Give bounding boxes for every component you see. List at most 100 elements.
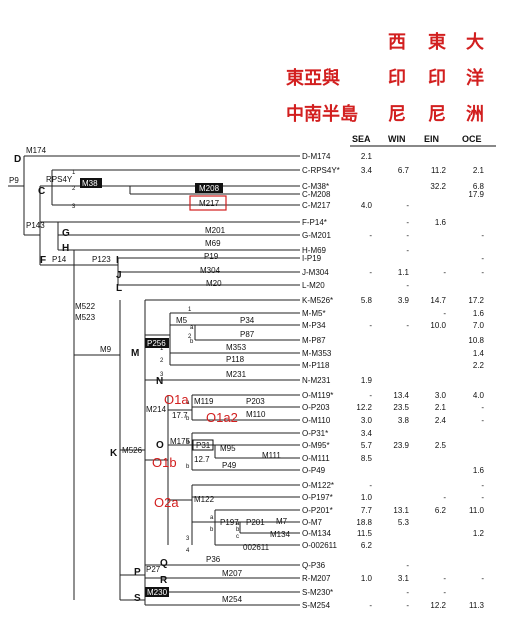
marker-label: 17.7 (172, 411, 188, 420)
sub-letter: 1 (188, 307, 192, 313)
frequency-ein: 6.2 (435, 506, 447, 515)
column-header-sea: SEA (352, 134, 371, 144)
marker-label: P34 (240, 316, 255, 325)
node-letter: M (131, 348, 139, 359)
frequency-ein: - (443, 309, 446, 318)
node-letter: L (116, 283, 122, 294)
haplogroup-row-name: H-M69 (302, 246, 327, 255)
marker-label: M353 (226, 343, 247, 352)
frequency-ein: - (443, 588, 446, 597)
frequency-oce: - (481, 481, 484, 490)
frequency-win: 3.1 (398, 574, 410, 583)
haplogroup-row-name: Q-P36 (302, 561, 326, 570)
column-headers: SEA WIN EIN OCE (352, 134, 482, 144)
frequency-oce: 17.2 (468, 296, 484, 305)
frequency-oce: 4.0 (473, 391, 485, 400)
marker-label: P203 (246, 397, 265, 406)
haplogroup-row-name: O-M111 (302, 454, 330, 463)
frequency-ein: - (443, 268, 446, 277)
frequency-sea: 3.0 (361, 416, 373, 425)
frequency-oce: 2.2 (473, 361, 485, 370)
frequency-oce: 11.3 (469, 601, 485, 610)
annotation-o1a2: O1a2 (206, 410, 238, 425)
haplogroup-row-name: O-P49 (302, 466, 326, 475)
sub-letter: c (236, 534, 239, 540)
red-annotations: O1a O1a2 O1b O2a (152, 392, 238, 510)
marker-label: M69 (205, 239, 221, 248)
frequency-oce: 2.1 (473, 166, 485, 175)
frequency-win: - (406, 201, 409, 210)
haplogroup-row-name: L-M20 (302, 281, 325, 290)
haplogroup-row-name: M-M5* (302, 309, 326, 318)
node-letter: H (62, 243, 69, 254)
frequency-win: - (406, 231, 409, 240)
frequency-sea: - (369, 321, 372, 330)
marker-box-m230 (145, 587, 169, 597)
frequency-win: - (406, 246, 409, 255)
frequency-oce: - (481, 493, 484, 502)
marker-label: P14 (52, 255, 67, 264)
haplogroup-row-name: K-M526* (302, 296, 333, 305)
frequency-oce: 17.9 (468, 190, 484, 199)
haplogroup-row-name: M-P87 (302, 336, 326, 345)
haplogroup-row-name: O-M7 (302, 518, 323, 527)
sub-letter: b (210, 527, 214, 533)
haplogroup-row-name: R-M207 (302, 574, 331, 583)
frequency-sea: - (369, 391, 372, 400)
haplogroup-row-name: C-M38* (302, 182, 329, 191)
frequency-win: - (406, 321, 409, 330)
frequency-win: 6.7 (398, 166, 410, 175)
frequency-ein: 11.2 (431, 166, 447, 175)
east-indonesia-char-1: 東 (428, 31, 446, 53)
marker-label: P256 (147, 339, 166, 348)
frequency-sea: 4.0 (361, 201, 373, 210)
frequency-ein: 2.5 (435, 441, 447, 450)
frequency-win: 1.1 (398, 268, 410, 277)
frequency-win: - (406, 561, 409, 570)
indochina-label: 中南半島 (286, 103, 358, 125)
haplogroup-row-name: O-M119* (302, 391, 333, 400)
frequency-ein: 32.2 (430, 182, 446, 191)
sub-letter: 2 (160, 358, 164, 364)
sub-letter: a (236, 521, 240, 527)
marker-label: M304 (200, 266, 221, 275)
frequency-win: 5.3 (398, 518, 410, 527)
marker-labels: M174 P9 RPS4Y M38 M208 M217 P143 M201 M6… (9, 146, 291, 604)
marker-label: P197 (220, 518, 239, 527)
node-letter: D (14, 154, 21, 165)
frequency-oce: 1.4 (473, 349, 485, 358)
haplogroup-row-name: F-P14* (302, 218, 327, 227)
tree-branches (8, 155, 300, 606)
marker-label: M111 (262, 451, 281, 460)
marker-box-m208 (195, 183, 223, 193)
frequency-sea: 1.0 (361, 574, 373, 583)
frequency-oce: 7.0 (473, 321, 485, 330)
marker-label: M9 (100, 345, 112, 354)
frequency-sea: 11.5 (357, 529, 373, 538)
sub-letter: b (236, 527, 240, 533)
frequency-sea: 1.0 (361, 493, 373, 502)
frequency-oce: 10.8 (468, 336, 484, 345)
sub-letter: 2 (72, 186, 76, 192)
haplogroup-row-name: M-M353 (302, 349, 332, 358)
sub-letter: 2 (188, 334, 192, 340)
sub-letter: b (186, 464, 190, 470)
frequency-win: 13.1 (393, 506, 409, 515)
sub-branch-letters: 1 2 3 1 2 1 2 3 a b a b a b a b a b c 3 … (72, 170, 240, 554)
sub-letter: b (186, 416, 190, 422)
node-letter: P (134, 567, 141, 578)
column-header-oce: OCE (462, 134, 482, 144)
sub-letter: a (190, 325, 194, 331)
node-letters: D C F G H I J L M N K O P Q R S (14, 154, 168, 604)
oceania-char-2: 洋 (466, 67, 484, 89)
marker-label: P87 (240, 330, 255, 339)
frequency-ein: 3.0 (435, 391, 447, 400)
sub-letter: b (190, 339, 194, 345)
haplogroup-row-name: O-002611 (302, 541, 338, 550)
marker-box-p256 (145, 338, 169, 348)
haplogroup-row-name: D-M174 (302, 152, 331, 161)
frequency-sea: - (369, 231, 372, 240)
frequency-oce: 1.2 (473, 529, 485, 538)
east-asia-label: 東亞與 (286, 67, 340, 89)
